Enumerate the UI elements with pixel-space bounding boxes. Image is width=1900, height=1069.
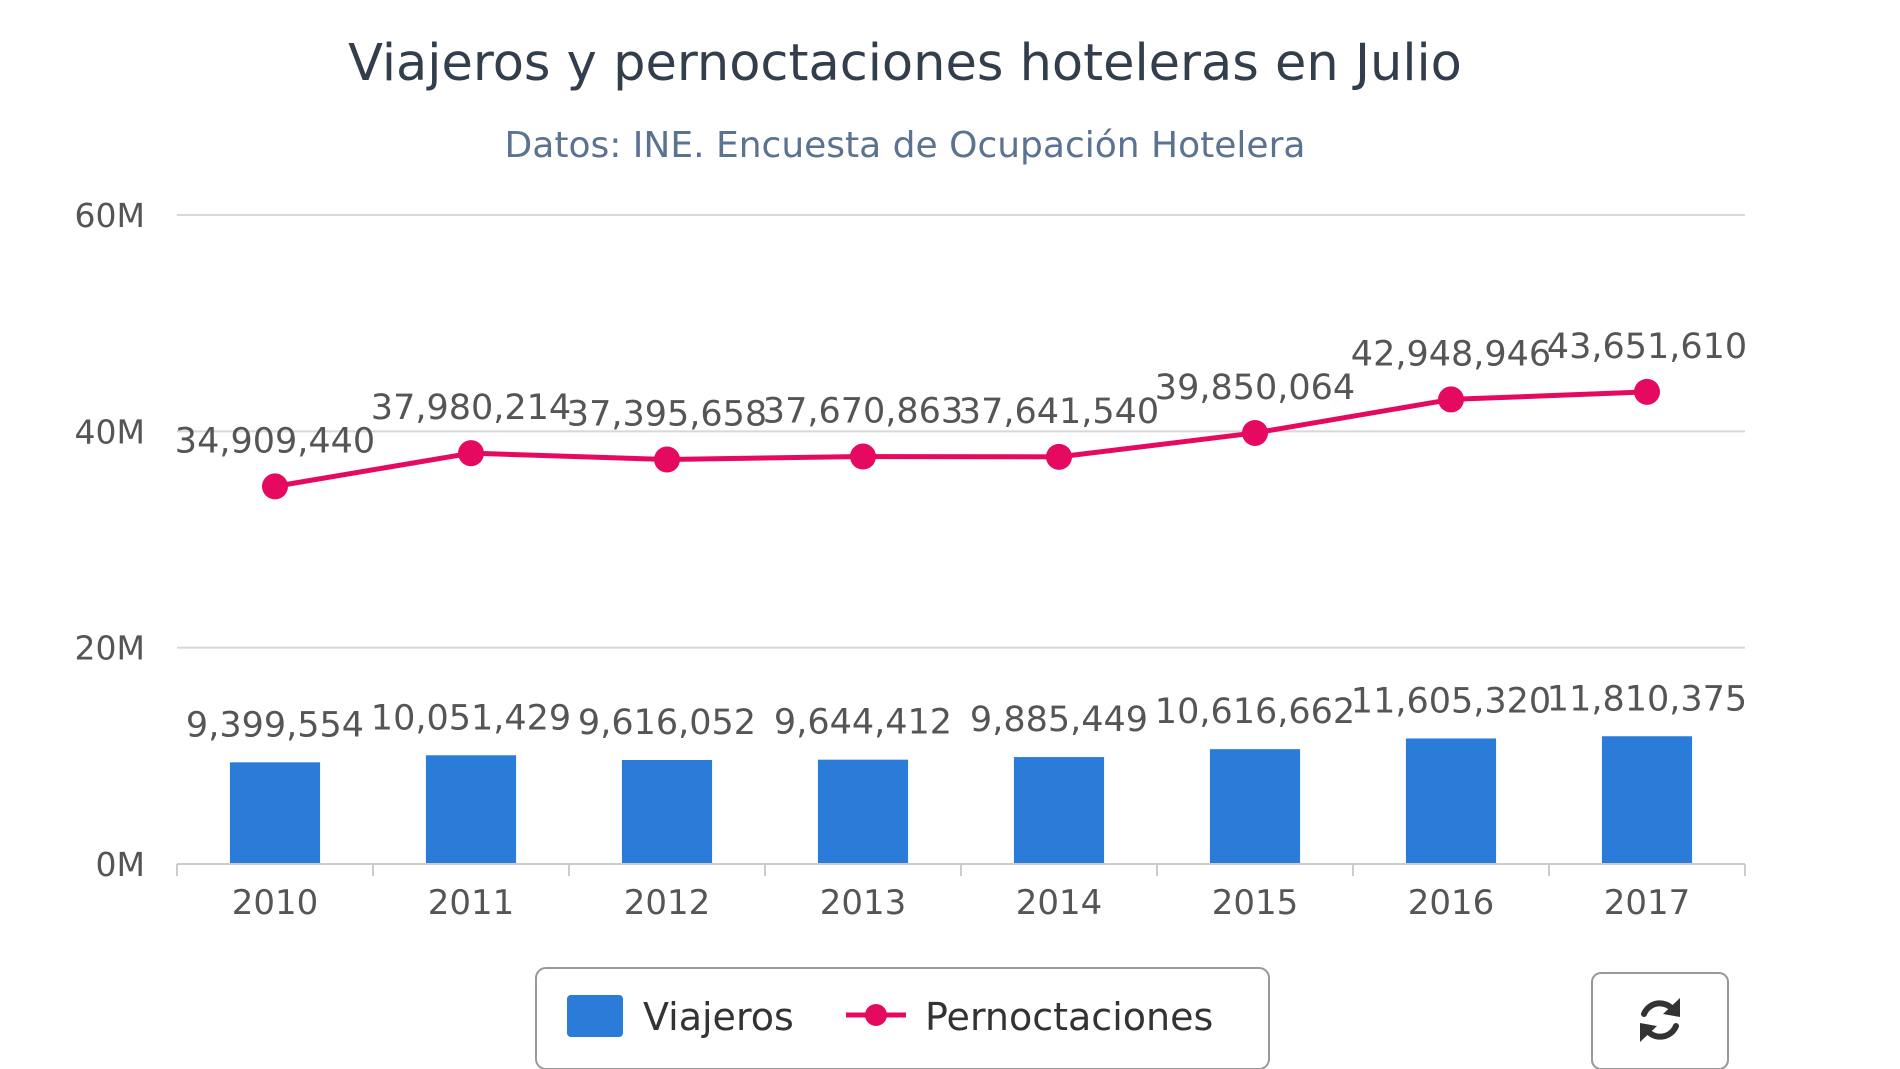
- x-tick-label: 2013: [820, 883, 907, 923]
- bar-viajeros[interactable]: [425, 755, 517, 864]
- x-tick-label: 2016: [1408, 883, 1495, 923]
- legend-swatch-viajeros: [567, 995, 623, 1037]
- data-label-pernoctaciones: 37,980,214: [371, 388, 571, 428]
- data-label-viajeros: 11,810,375: [1547, 679, 1747, 719]
- legend-label-pernoctaciones: Pernoctaciones: [925, 995, 1213, 1039]
- point-pernoctaciones[interactable]: [1046, 443, 1072, 470]
- data-label-pernoctaciones: 34,909,440: [175, 421, 375, 461]
- x-tick-label: 2017: [1604, 883, 1691, 923]
- bar-viajeros[interactable]: [1601, 736, 1693, 864]
- legend-marker-pernoctaciones: [865, 1004, 887, 1026]
- point-pernoctaciones[interactable]: [1634, 378, 1660, 405]
- chart-subtitle: Datos: INE. Encuesta de Ocupación Hotele…: [505, 125, 1306, 166]
- data-label-pernoctaciones: 39,850,064: [1155, 368, 1355, 408]
- data-label-pernoctaciones: 37,670,863: [763, 392, 963, 432]
- data-label-pernoctaciones: 37,641,540: [959, 392, 1159, 432]
- data-label-pernoctaciones: 37,395,658: [567, 395, 767, 435]
- bar-viajeros[interactable]: [1013, 757, 1105, 864]
- data-label-viajeros: 9,616,052: [578, 703, 756, 743]
- legend-item-pernoctaciones[interactable]: Pernoctaciones: [846, 995, 1213, 1039]
- line-series[interactable]: [262, 378, 1660, 500]
- refresh-icon: [1640, 998, 1680, 1042]
- data-label-pernoctaciones: 43,651,610: [1547, 327, 1747, 367]
- reset-button-frame[interactable]: [1591, 972, 1729, 1069]
- y-tick-label: 40M: [75, 412, 145, 451]
- grid: 0M 20M 40M 60M: [75, 196, 1745, 884]
- legend-box: [535, 967, 1270, 1069]
- point-pernoctaciones[interactable]: [654, 446, 680, 473]
- bar-viajeros[interactable]: [1209, 749, 1301, 864]
- x-tick-label: 2012: [624, 883, 711, 923]
- legend[interactable]: Viajeros Pernoctaciones: [535, 967, 1270, 1069]
- chart-title: Viajeros y pernoctaciones hoteleras en J…: [348, 34, 1462, 93]
- data-label-viajeros: 10,051,429: [371, 698, 571, 738]
- x-tick-label: 2014: [1016, 883, 1103, 923]
- x-tick-label: 2010: [232, 883, 319, 923]
- point-pernoctaciones[interactable]: [1438, 386, 1464, 413]
- legend-label-viajeros: Viajeros: [643, 995, 794, 1039]
- data-label-pernoctaciones: 42,948,946: [1351, 334, 1551, 374]
- y-tick-label: 0M: [96, 845, 145, 884]
- data-label-viajeros: 11,605,320: [1351, 681, 1551, 721]
- x-tick-label: 2011: [428, 883, 515, 923]
- bar-viajeros[interactable]: [1405, 738, 1497, 864]
- x-axis: 2010 2011 2012 2013 2014 2015 2016 2017: [176, 863, 1746, 923]
- point-pernoctaciones[interactable]: [262, 473, 288, 500]
- y-tick-label: 20M: [75, 629, 145, 668]
- x-tick-label: 2015: [1212, 883, 1299, 923]
- bars[interactable]: [229, 736, 1693, 864]
- point-pernoctaciones[interactable]: [1242, 419, 1268, 446]
- legend-item-viajeros[interactable]: Viajeros: [567, 995, 794, 1039]
- y-tick-label: 60M: [75, 196, 145, 235]
- data-label-viajeros: 9,399,554: [186, 705, 364, 745]
- bar-viajeros[interactable]: [621, 759, 713, 864]
- data-label-viajeros: 9,644,412: [774, 703, 952, 743]
- reset-button[interactable]: [1591, 972, 1729, 1069]
- point-pernoctaciones[interactable]: [850, 443, 876, 470]
- point-pernoctaciones[interactable]: [458, 440, 484, 467]
- bar-viajeros[interactable]: [229, 762, 321, 864]
- line-pernoctaciones: [274, 389, 1648, 489]
- bar-viajeros[interactable]: [817, 759, 909, 864]
- data-label-viajeros: 9,885,449: [970, 700, 1148, 740]
- data-label-viajeros: 10,616,662: [1155, 692, 1355, 732]
- data-labels: 9,399,554 10,051,429 9,616,052 9,644,412 9,8…: [175, 327, 1747, 745]
